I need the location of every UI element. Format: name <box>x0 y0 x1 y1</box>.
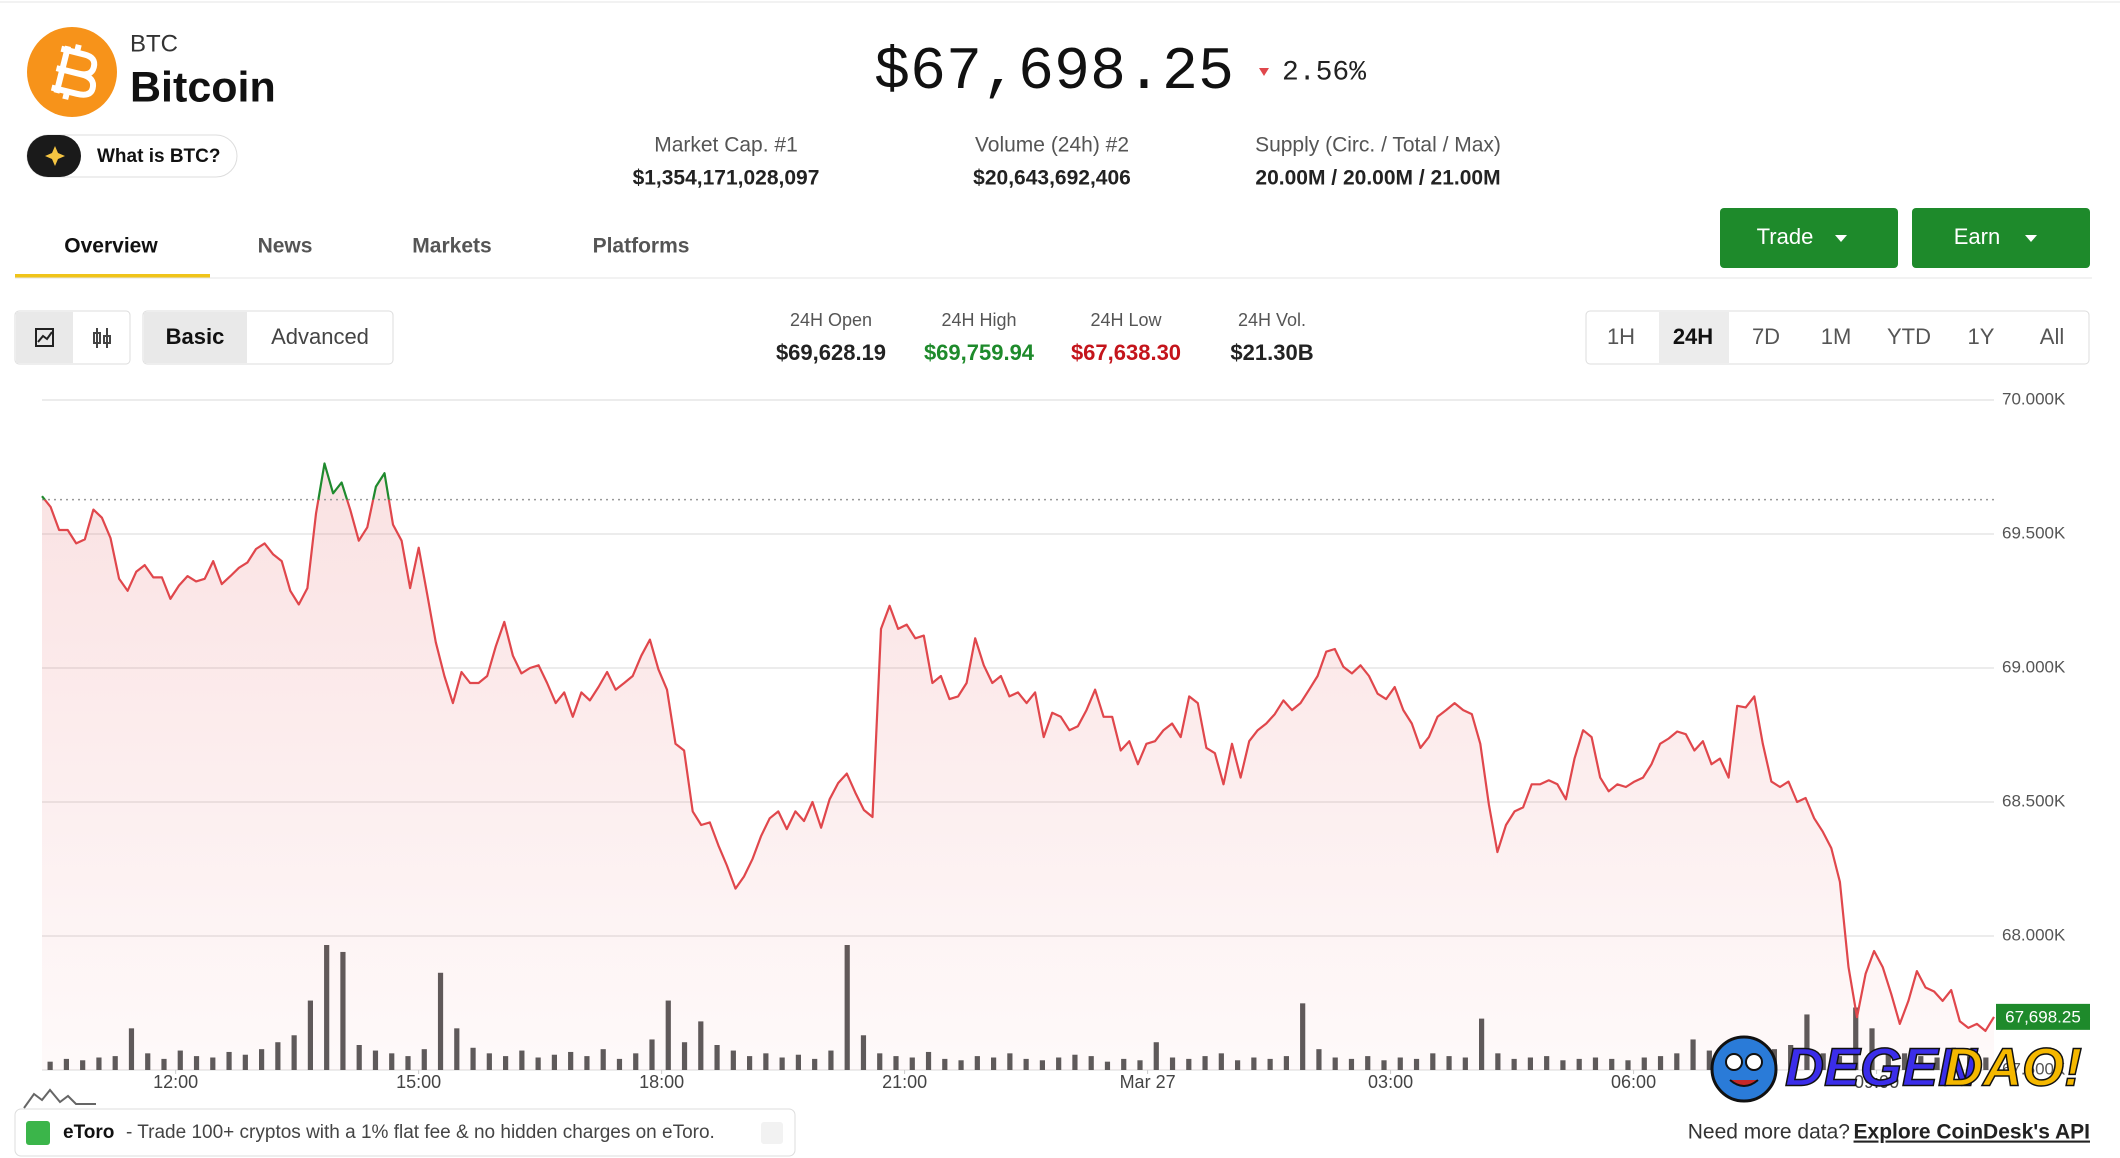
mode-active <box>144 312 247 363</box>
price-area <box>42 463 1994 1070</box>
line-chart-icon <box>35 328 54 347</box>
range-option[interactable]: 7D <box>1752 324 1780 349</box>
stat-value: $20,643,692,406 <box>973 167 1131 190</box>
market-stats: Market Cap. #1 $1,354,171,028,097 Volume (… <box>633 134 1501 190</box>
day-stat-value: $69,759.94 <box>924 340 1035 365</box>
ad-banner[interactable]: eToro - Trade 100+ cryptos with a 1% fla… <box>14 1108 796 1157</box>
stat-label: Supply (Circ. / Total / Max) <box>1255 134 1501 157</box>
view-mode[interactable]: Advanced <box>271 324 369 349</box>
action-buttons: Trade Earn <box>1720 208 2090 268</box>
action-button-bg <box>1912 208 2090 268</box>
day-stats: 24H Open $69,628.19 24H High $69,759.94 24H … <box>776 310 1314 365</box>
day-stat-label: 24H High <box>941 310 1016 330</box>
tab[interactable]: Platforms <box>593 235 690 258</box>
watermark-avatar <box>1710 1035 1778 1103</box>
action-button[interactable]: Trade <box>1720 208 1898 268</box>
day-stat-label: 24H Vol. <box>1238 310 1306 330</box>
action-button-bg <box>1720 208 1898 268</box>
day-stat-label: 24H Low <box>1090 310 1162 330</box>
y-tick-label: 69.000K <box>2002 657 2066 676</box>
tab[interactable]: Markets <box>412 235 491 258</box>
price-chart: 67.500K 68.000K 68.500K 69.000K 69.500K 70.00… <box>41 389 2090 1092</box>
stat-label: Volume (24h) #2 <box>975 134 1129 157</box>
range-selector: 1H 24H 7D 1M YTD 1Y All <box>1585 310 2090 365</box>
range-option[interactable]: 24H <box>1673 324 1713 349</box>
last-price-tag <box>1996 1003 2090 1030</box>
chart-type-toggle[interactable] <box>14 310 131 365</box>
avatar-eye <box>1745 1053 1763 1071</box>
range-option[interactable]: 1H <box>1607 324 1635 349</box>
y-tick-label: 69.500K <box>2002 523 2066 542</box>
day-stat-value: $67,638.30 <box>1071 340 1181 365</box>
x-tick-label: 18:00 <box>639 1072 684 1092</box>
x-tick-label: 09:00 <box>1854 1072 1899 1092</box>
stat-label: Market Cap. #1 <box>654 134 798 157</box>
range-option[interactable]: 1M <box>1821 324 1852 349</box>
coin-name: Bitcoin <box>130 63 276 111</box>
price-line <box>43 499 1995 1032</box>
stat-value: 20.00M / 20.00M / 21.00M <box>1255 167 1500 190</box>
ad-logo <box>26 1121 50 1145</box>
tab[interactable]: News <box>258 235 313 258</box>
candle-chart-icon <box>93 328 111 348</box>
last-price-label: 67,698.25 <box>2005 1007 2081 1026</box>
line-chart-icon-stroke <box>37 331 53 343</box>
x-tick-label: 12:00 <box>153 1072 198 1092</box>
x-tick-label: 15:00 <box>396 1072 441 1092</box>
y-tick-label: 68.000K <box>2002 925 2066 944</box>
coin-logo-glyph <box>50 44 98 100</box>
ad-text: - Trade 100+ cryptos with a 1% flat fee … <box>126 1122 715 1143</box>
api-prompt: Need more data? <box>1688 1121 1850 1144</box>
day-stat-value: $21.30B <box>1230 340 1313 365</box>
day-stat-label: 24H Open <box>790 310 872 330</box>
avatar-eye <box>1725 1053 1743 1071</box>
action-button[interactable]: Earn <box>1912 208 2090 268</box>
watermark-text: DEGEN <box>1785 1037 1978 1097</box>
view-mode-toggle: Basic Advanced <box>142 310 394 365</box>
x-tick-label: 03:00 <box>1368 1072 1413 1092</box>
price-change: 2.56% <box>1282 57 1366 88</box>
action-button-label: Trade <box>1757 224 1814 249</box>
range-option[interactable]: All <box>2040 324 2064 349</box>
range-active <box>1659 312 1729 363</box>
ask-button-label: What is BTC? <box>97 146 221 167</box>
watermark: DEGEN DAO! <box>1710 1035 2083 1103</box>
change-arrow <box>1259 68 1269 76</box>
action-button-label: Earn <box>1954 224 2000 249</box>
ad-frame <box>14 1108 796 1157</box>
x-tick-label: Mar 27 <box>1120 1072 1176 1092</box>
avatar-mouth <box>1729 1079 1759 1087</box>
price: $67,698.25 <box>874 39 1234 107</box>
range-option[interactable]: YTD <box>1887 324 1931 349</box>
sparkline-icon <box>23 1088 96 1109</box>
caret <box>2025 235 2037 242</box>
sparkle-icon <box>45 146 65 166</box>
tab-bar: Overview News Markets Platforms <box>64 235 689 258</box>
ask-button[interactable]: What is BTC? <box>26 134 238 178</box>
day-stat-value: $69,628.19 <box>776 340 886 365</box>
caret <box>1835 235 1847 242</box>
x-tick-label: 06:00 <box>1611 1072 1656 1092</box>
view-mode[interactable]: Basic <box>166 324 225 349</box>
coin-symbol: BTC <box>130 30 178 57</box>
y-tick-label: 67.500K <box>2002 1059 2066 1078</box>
tab[interactable]: Overview <box>64 235 158 258</box>
y-tick-label: 68.500K <box>2002 791 2066 810</box>
stat-value: $1,354,171,028,097 <box>633 167 820 190</box>
range-option[interactable]: 1Y <box>1968 324 1995 349</box>
watermark-text: DAO! <box>1944 1037 2082 1097</box>
y-tick-label: 70.000K <box>2002 389 2066 408</box>
x-tick-label: 21:00 <box>882 1072 927 1092</box>
api-link[interactable]: Explore CoinDesk's API <box>1854 1121 2090 1144</box>
active-tab-underline <box>15 274 210 278</box>
ad-brand: eToro <box>63 1122 114 1143</box>
ad-badge <box>761 1122 783 1144</box>
